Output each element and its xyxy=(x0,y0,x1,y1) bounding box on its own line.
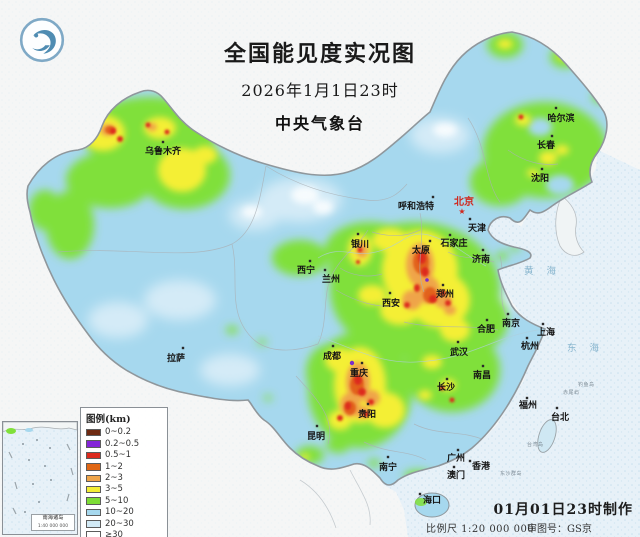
city-label-harbin: 哈尔滨 xyxy=(547,112,574,124)
city-label-chengdu: 成都 xyxy=(323,350,341,362)
island-label-diaoyudao: 钓鱼岛 xyxy=(578,381,595,388)
inset-title: 南海诸岛 xyxy=(42,515,64,521)
city-label-shijiazhuang: 石家庄 xyxy=(439,237,467,249)
city-label-hohhot: 呼和浩特 xyxy=(398,200,434,212)
legend-swatch xyxy=(86,485,101,494)
legend-swatch xyxy=(86,440,101,448)
city-label-kunming: 昆明 xyxy=(307,431,325,442)
city-label-fuzhou: 福州 xyxy=(518,399,537,411)
city-label-nanning: 南宁 xyxy=(379,461,397,473)
legend-label: ≥30 xyxy=(105,529,123,537)
city-label-xian: 西安 xyxy=(382,297,400,309)
legend-row: ≥30 xyxy=(86,530,162,537)
visibility-shading xyxy=(29,32,607,482)
map-scale: 比例尺 1:20 000 000 xyxy=(426,524,535,535)
island-label-taiwandao: 台湾岛 xyxy=(527,441,544,448)
city-label-haikou: 海口 xyxy=(423,494,441,506)
province-borders xyxy=(57,117,559,461)
legend-label: 0~0.2 xyxy=(105,427,132,438)
legend-row: 3~5 xyxy=(86,484,162,495)
city-label-lanzhou: 兰州 xyxy=(322,273,340,285)
legend-row: 1~2 xyxy=(86,461,162,472)
legend-row: 20~30 xyxy=(86,518,162,529)
city-label-hefei: 合肥 xyxy=(477,323,495,335)
legend-swatch xyxy=(86,428,101,437)
city-label-changchun: 长春 xyxy=(537,139,556,151)
city-label-jinan: 济南 xyxy=(472,253,490,265)
rivers xyxy=(317,233,546,363)
beijing-star-icon: ★ xyxy=(458,207,465,216)
legend-row: 2~3 xyxy=(86,473,162,484)
city-label-nanjing: 南京 xyxy=(502,317,520,329)
legend-label: 1~2 xyxy=(105,461,123,472)
legend-row: 5~10 xyxy=(86,495,162,506)
inset-scale: 1:40 000 000 xyxy=(37,523,69,529)
legend-swatch xyxy=(86,531,101,537)
country-border xyxy=(26,31,608,486)
city-label-lhasa: 拉萨 xyxy=(167,352,185,364)
legend-label: 5~10 xyxy=(105,495,129,506)
legend-row: 10~20 xyxy=(86,507,162,518)
legend-label: 10~20 xyxy=(105,507,134,518)
hainan-green-patch xyxy=(415,498,427,506)
inset-caption-box: 南海诸岛 1:40 000 000 xyxy=(31,514,75,531)
legend-label: 3~5 xyxy=(105,484,123,495)
legend-label: 2~3 xyxy=(105,473,123,483)
city-label-zhengzhou: 郑州 xyxy=(436,288,454,300)
city-label-taiyuan: 太原 xyxy=(411,244,430,256)
production-time: 01月01日23时制作 xyxy=(493,502,633,518)
legend-label: 0.2~0.5 xyxy=(105,438,140,449)
city-label-xining: 西宁 xyxy=(297,264,315,276)
city-label-shenyang: 沈阳 xyxy=(531,172,549,184)
map-approval-number: 审图号：GS京(2024)0236号 xyxy=(527,524,592,535)
city-label-beijing: 北京 xyxy=(454,195,474,208)
legend-label: 20~30 xyxy=(105,518,134,529)
legend-label: 0.5~1 xyxy=(105,450,132,461)
island-label-chiweiyu: 赤尾屿 xyxy=(563,389,580,396)
city-label-shanghai: 上海 xyxy=(537,326,555,338)
legend-swatch xyxy=(86,497,101,505)
taiwan-island xyxy=(537,419,557,453)
city-markers xyxy=(161,106,559,496)
city-label-changsha: 长沙 xyxy=(437,381,455,393)
legend-row: 0~0.2 xyxy=(86,427,162,438)
city-label-yinchuan: 银川 xyxy=(351,238,369,250)
legend-swatch xyxy=(86,508,101,517)
korea-landmass xyxy=(555,195,585,256)
legend-swatch xyxy=(86,474,101,482)
legend-panel: 图例(km) 0~0.2 0.2~0.5 0.5~1 1~2 2~3 3~5 5… xyxy=(80,407,168,537)
sea-label-east-sea: 东海 xyxy=(567,342,612,354)
city-label-wuhan: 武汉 xyxy=(450,346,469,358)
island-label-dongsha: 东沙群岛 xyxy=(500,470,522,477)
cma-logo-icon xyxy=(19,17,65,63)
legend-row: 0.2~0.5 xyxy=(86,438,162,449)
sea-label-yellow-sea: 黄海 xyxy=(524,265,569,277)
south-china-sea-inset: 南海诸岛 1:40 000 000 xyxy=(2,421,78,535)
legend-swatch xyxy=(86,520,101,528)
city-label-hongkong: 香港 xyxy=(471,460,491,472)
city-label-chongqing: 重庆 xyxy=(350,367,368,379)
city-label-nanchang: 南昌 xyxy=(473,369,491,381)
city-label-urumqi: 乌鲁木齐 xyxy=(145,145,182,157)
legend-swatch xyxy=(86,463,101,471)
city-label-guiyang: 贵阳 xyxy=(358,408,376,420)
city-label-hangzhou: 杭州 xyxy=(521,340,539,352)
foreign-borders xyxy=(299,469,371,529)
city-label-macau: 澳门 xyxy=(447,469,465,481)
city-label-tianjin: 天津 xyxy=(468,222,486,234)
legend-row: 0.5~1 xyxy=(86,450,162,461)
city-label-guangzhou: 广州 xyxy=(447,452,465,464)
legend-swatch xyxy=(86,451,101,460)
legend-title: 图例(km) xyxy=(86,414,131,425)
city-label-taipei: 台北 xyxy=(551,411,569,423)
